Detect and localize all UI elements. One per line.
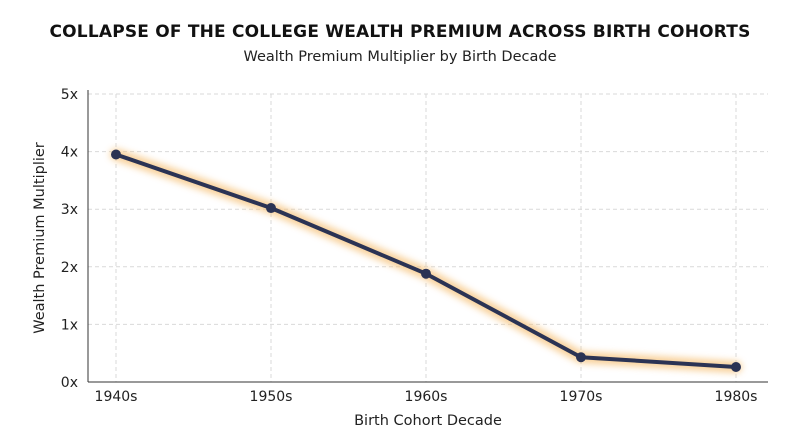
x-tick-label: 1980s [715, 389, 758, 405]
y-tick-label: 1x [61, 317, 78, 333]
data-point [731, 362, 741, 373]
y-tick-label: 5x [61, 87, 78, 103]
x-tick-label: 1960s [405, 389, 448, 405]
data-point [111, 149, 121, 160]
y-tick-label: 4x [61, 145, 78, 161]
y-tick-label: 3x [61, 202, 78, 218]
chart-title: COLLAPSE OF THE COLLEGE WEALTH PREMIUM A… [49, 22, 751, 42]
data-point [266, 203, 276, 214]
tick-labels: 0x 1x 2x 3x 4x 5x 1940s 1950s 1960s 1970s 1980s [61, 87, 758, 405]
data-point [421, 268, 431, 279]
chart-subtitle: Wealth Premium Multiplier by Birth Decad… [243, 49, 557, 65]
x-tick-label: 1950s [250, 389, 293, 405]
x-tick-label: 1940s [95, 389, 138, 405]
data-point [576, 352, 586, 363]
grid-lines [88, 93, 768, 382]
y-tick-label: 0x [61, 375, 78, 391]
x-tick-label: 1970s [560, 389, 603, 405]
x-axis-label: Birth Cohort Decade [354, 413, 502, 429]
y-tick-label: 2x [61, 260, 78, 276]
y-axis-label: Wealth Premium Multiplier [32, 142, 48, 334]
series-group [110, 148, 742, 373]
axes [87, 90, 768, 383]
